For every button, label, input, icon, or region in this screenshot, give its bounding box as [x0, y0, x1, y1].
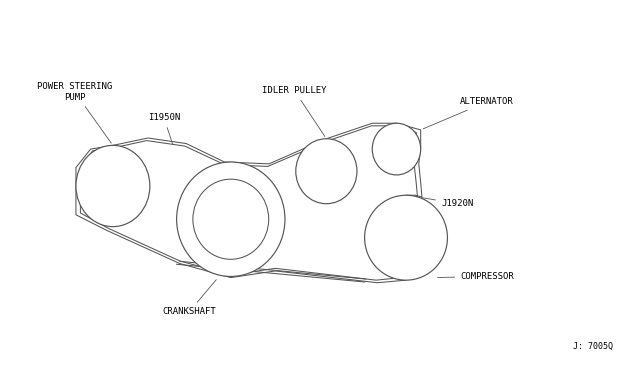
Ellipse shape: [296, 139, 357, 204]
Text: ALTERNATOR: ALTERNATOR: [423, 97, 514, 129]
Text: J1920N: J1920N: [422, 198, 474, 208]
Text: J: 7005Q: J: 7005Q: [573, 341, 613, 350]
Text: IDLER PULLEY: IDLER PULLEY: [262, 86, 327, 137]
Text: I1950N: I1950N: [148, 113, 180, 144]
Ellipse shape: [76, 145, 150, 227]
Text: COMPRESSOR: COMPRESSOR: [438, 272, 514, 281]
Ellipse shape: [365, 195, 447, 280]
Ellipse shape: [372, 123, 420, 175]
Text: POWER STEERING
PUMP: POWER STEERING PUMP: [37, 82, 112, 143]
Text: CRANKSHAFT: CRANKSHAFT: [163, 280, 216, 316]
Ellipse shape: [177, 162, 285, 276]
